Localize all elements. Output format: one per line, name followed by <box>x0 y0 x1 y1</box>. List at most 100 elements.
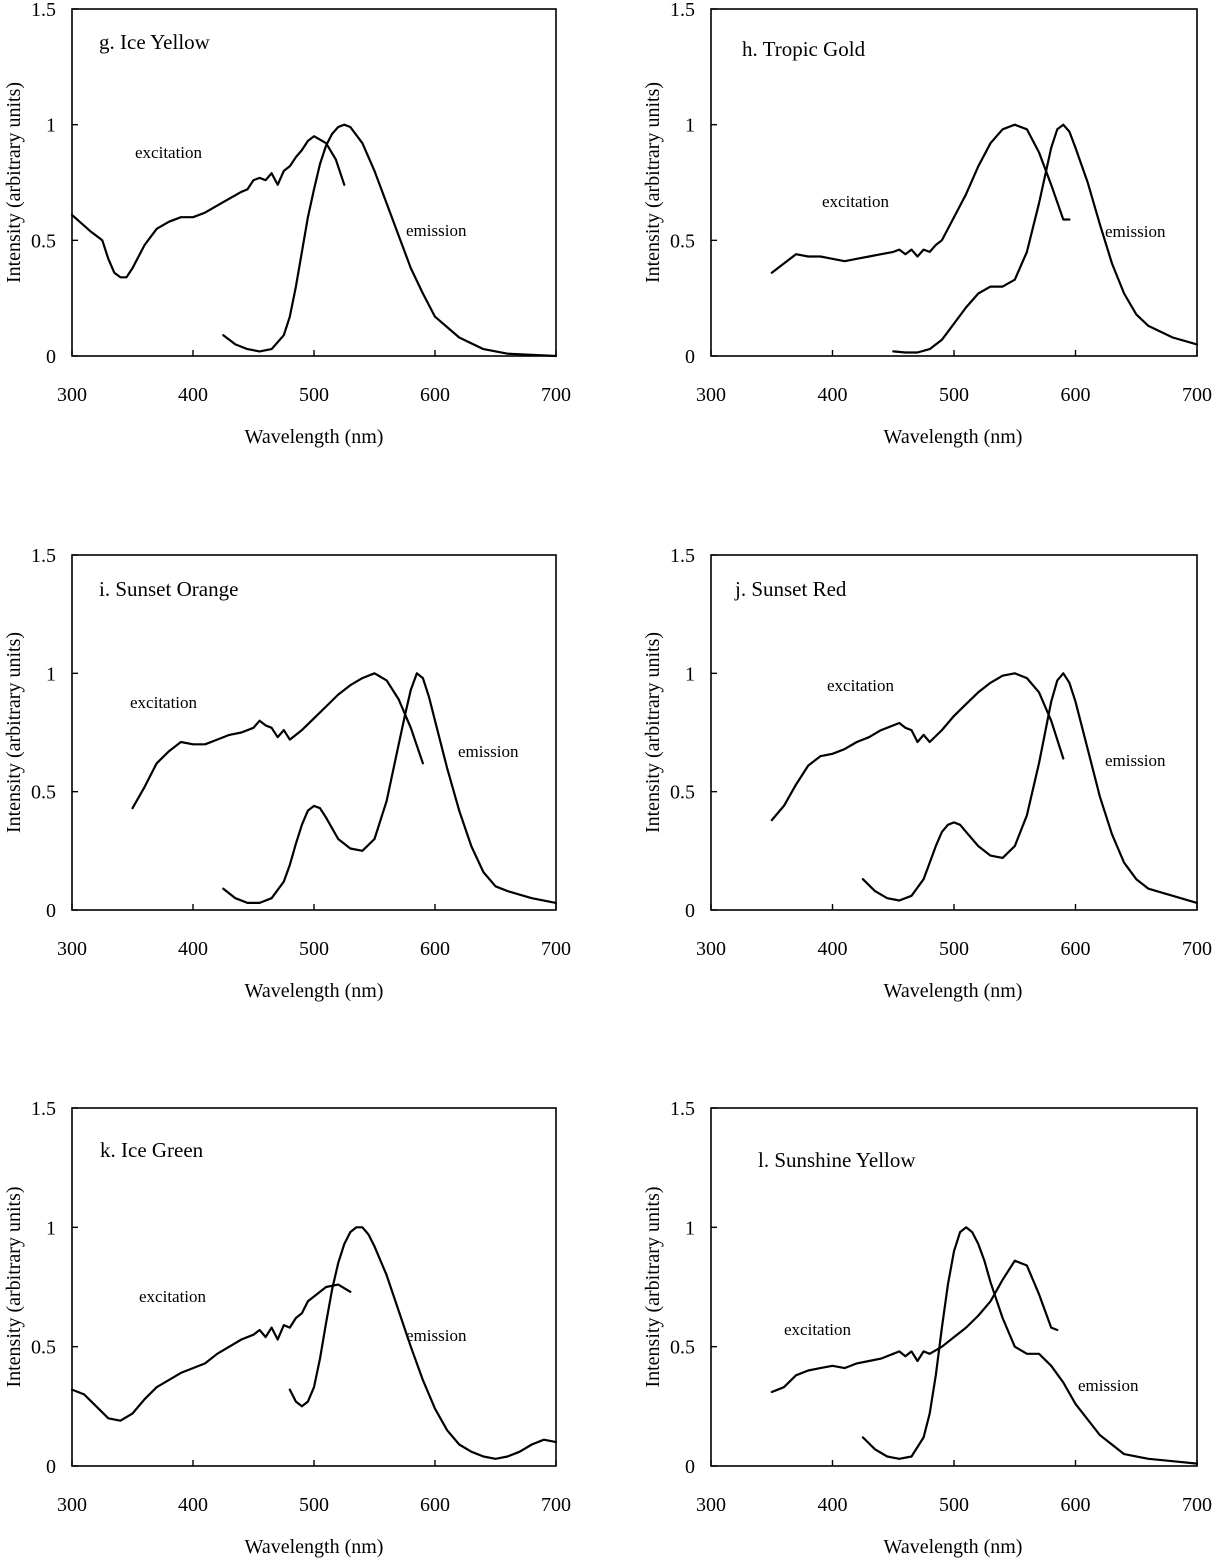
y-tick-label: 0.5 <box>670 1337 695 1359</box>
y-tick-label: 1 <box>46 663 56 685</box>
y-tick-label: 1 <box>46 115 56 137</box>
x-tick-label: 400 <box>178 1494 208 1516</box>
emission-label: emission <box>406 1326 467 1345</box>
y-tick-label: 0.5 <box>670 782 695 804</box>
y-tick-label: 1.5 <box>670 0 695 21</box>
y-tick-label: 0.5 <box>31 1337 56 1359</box>
excitation-label: excitation <box>784 1320 852 1339</box>
excitation-curve <box>770 672 1065 822</box>
x-axis-title: Wavelength (nm) <box>884 1536 1023 1558</box>
y-axis-title: Intensity (arbitrary units) <box>642 632 664 833</box>
x-tick-label: 700 <box>541 1494 571 1516</box>
panel-title: k. Ice Green <box>100 1138 204 1162</box>
chart-panel-5: 300 400 500 600 700 0 0.5 1 1.5 Wavelength (nm) In… <box>3 1098 571 1558</box>
x-tick-label: 400 <box>818 384 848 406</box>
y-axis-title: Intensity (arbitrary units) <box>642 82 664 283</box>
y-tick-label: 1.5 <box>31 0 56 21</box>
x-tick-label: 300 <box>57 384 87 406</box>
emission-curve <box>892 123 1199 354</box>
y-tick-label: 1 <box>46 1217 56 1239</box>
emission-curve <box>222 672 558 904</box>
excitation-label: excitation <box>822 192 890 211</box>
excitation-label: excitation <box>135 143 203 162</box>
panel-title: j. Sunset Red <box>734 577 847 601</box>
x-tick-label: 700 <box>1182 1494 1212 1516</box>
x-axis-title: Wavelength (nm) <box>245 1536 384 1558</box>
x-axis-title: Wavelength (nm) <box>245 980 384 1002</box>
plot-frame <box>710 554 1198 911</box>
y-tick-label: 0.5 <box>31 782 56 804</box>
x-axis-title: Wavelength (nm) <box>884 980 1023 1002</box>
y-tick-label: 1 <box>685 115 695 137</box>
excitation-label: excitation <box>827 676 895 695</box>
panel-title: l. Sunshine Yellow <box>758 1148 916 1172</box>
y-tick-label: 1.5 <box>670 545 695 567</box>
excitation-curve <box>70 1283 352 1422</box>
chart-panel-4: 300 400 500 600 700 0 0.5 1 1.5 Wavelength (nm) In… <box>642 545 1212 1002</box>
plot-frame <box>71 554 557 911</box>
chart-panel-6: 300 400 500 600 700 0 0.5 1 1.5 Wavelength (nm) In… <box>642 1098 1212 1558</box>
y-tick-label: 0.5 <box>670 230 695 252</box>
excitation-curve <box>131 672 424 810</box>
y-tick-label: 0.5 <box>31 230 56 252</box>
emission-label: emission <box>1078 1376 1139 1395</box>
chart-panel-3: 300 400 500 600 700 0 0.5 1 1.5 Wavelength (nm) In… <box>3 545 571 1002</box>
excitation-label: excitation <box>139 1287 207 1306</box>
emission-label: emission <box>458 742 519 761</box>
y-axis-title: Intensity (arbitrary units) <box>3 1186 25 1387</box>
x-tick-label: 700 <box>1182 384 1212 406</box>
y-tick-label: 1.5 <box>31 1098 56 1120</box>
x-tick-label: 600 <box>1061 384 1091 406</box>
x-tick-label: 700 <box>541 384 571 406</box>
x-tick-label: 500 <box>299 938 329 960</box>
x-tick-label: 400 <box>818 938 848 960</box>
y-tick-label: 1 <box>685 1217 695 1239</box>
y-tick-label: 0 <box>46 1456 56 1478</box>
x-tick-label: 500 <box>299 1494 329 1516</box>
emission-label: emission <box>1105 222 1166 241</box>
excitation-curve <box>70 135 346 279</box>
y-tick-label: 0 <box>685 1456 695 1478</box>
x-tick-label: 600 <box>420 938 450 960</box>
y-tick-label: 0 <box>685 900 695 922</box>
panel-title: g. Ice Yellow <box>99 30 211 54</box>
x-tick-label: 400 <box>178 938 208 960</box>
plot-frame <box>71 8 557 357</box>
x-tick-label: 300 <box>696 1494 726 1516</box>
y-tick-label: 1.5 <box>670 1098 695 1120</box>
y-tick-label: 0 <box>46 346 56 368</box>
y-axis-title: Intensity (arbitrary units) <box>642 1186 664 1387</box>
panel-title: i. Sunset Orange <box>99 577 238 601</box>
x-tick-label: 400 <box>818 1494 848 1516</box>
chart-panel-1: 300 400 500 600 700 0 0.5 1 1.5 Wavelength (nm) In… <box>3 0 571 448</box>
x-tick-label: 600 <box>1061 938 1091 960</box>
emission-curve <box>288 1226 558 1460</box>
emission-curve <box>222 123 558 358</box>
chart-panel-2: 300 400 500 600 700 0 0.5 1 1.5 Wavelength (nm) In… <box>642 0 1212 448</box>
excitation-curve <box>770 1259 1059 1394</box>
x-tick-label: 500 <box>939 938 969 960</box>
x-tick-label: 700 <box>541 938 571 960</box>
excitation-curve <box>770 123 1071 274</box>
y-axis-title: Intensity (arbitrary units) <box>3 82 25 283</box>
emission-curve <box>861 1226 1199 1465</box>
y-tick-label: 1 <box>685 663 695 685</box>
panel-title: h. Tropic Gold <box>742 37 866 61</box>
y-axis-title: Intensity (arbitrary units) <box>3 632 25 833</box>
x-tick-label: 700 <box>1182 938 1212 960</box>
x-tick-label: 500 <box>299 384 329 406</box>
x-axis-title: Wavelength (nm) <box>245 426 384 448</box>
x-tick-label: 500 <box>939 1494 969 1516</box>
x-tick-label: 300 <box>57 938 87 960</box>
y-tick-label: 0 <box>685 346 695 368</box>
x-axis-title: Wavelength (nm) <box>884 426 1023 448</box>
x-tick-label: 600 <box>420 384 450 406</box>
excitation-label: excitation <box>130 693 198 712</box>
x-tick-label: 400 <box>178 384 208 406</box>
emission-label: emission <box>406 221 467 240</box>
x-tick-label: 300 <box>696 938 726 960</box>
y-tick-label: 0 <box>46 900 56 922</box>
x-tick-label: 500 <box>939 384 969 406</box>
x-tick-label: 600 <box>420 1494 450 1516</box>
